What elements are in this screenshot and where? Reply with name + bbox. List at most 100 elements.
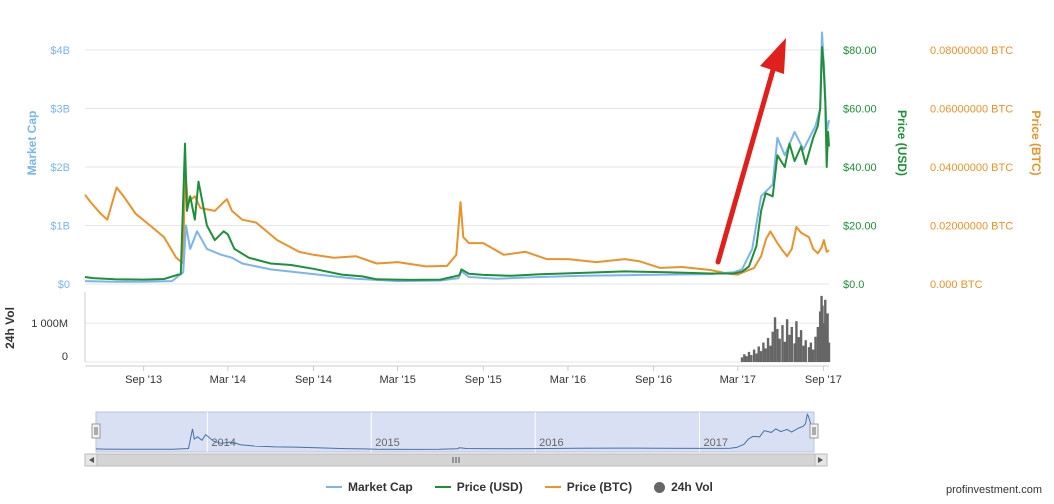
market-cap-line xyxy=(84,31,830,283)
volume-bar xyxy=(747,351,751,362)
volume-bar xyxy=(793,343,796,362)
legend-item-price-btc[interactable]: Price (BTC) xyxy=(544,480,633,494)
volume-bar xyxy=(781,325,784,362)
price-btc-tick-label: 0.08000000 BTC xyxy=(930,45,1013,57)
volume-bar xyxy=(759,351,763,362)
volume-bar xyxy=(776,328,779,362)
legend-item-price-usd[interactable]: Price (USD) xyxy=(434,480,523,494)
volume-bar xyxy=(745,356,748,362)
price-usd-tick-label: $20.00 xyxy=(843,221,877,233)
volume-bar xyxy=(797,337,800,362)
volume-axis-title: 24h Vol xyxy=(3,307,17,349)
volume-bar xyxy=(799,330,803,362)
x-tick-label: Sep '17 xyxy=(805,374,842,386)
market-cap-tick-label: $2B xyxy=(50,162,70,174)
legend-item-market-cap[interactable]: Market Cap xyxy=(326,480,413,494)
volume-bar xyxy=(743,354,746,362)
volume-bar xyxy=(795,321,798,362)
navigator-handle-right[interactable] xyxy=(809,423,819,439)
x-tick-label: Sep '14 xyxy=(295,374,332,386)
volume-bar xyxy=(804,340,807,362)
volume-bar xyxy=(824,299,827,362)
volume-bar xyxy=(783,341,786,362)
axis-layer: $0 $1B $2B $3B $4B $0.0 $20.00 $40.00 $60.00 $80.… xyxy=(3,45,1043,386)
price-usd-tick-label: $80.00 xyxy=(843,45,877,57)
legend-label-market-cap: Market Cap xyxy=(348,480,413,494)
volume-bar xyxy=(762,342,765,362)
legend-swatch-price-usd xyxy=(434,486,451,488)
legend-label-volume: 24h Vol xyxy=(671,480,713,494)
volume-bar xyxy=(807,347,811,362)
x-tick-label: Sep '15 xyxy=(465,374,502,386)
volume-bar xyxy=(740,357,744,362)
legend-item-volume[interactable]: 24h Vol xyxy=(654,480,713,494)
navigator-selection[interactable] xyxy=(95,411,815,453)
volume-bar xyxy=(821,305,824,362)
price-btc-tick-label: 0.000 BTC xyxy=(930,279,983,291)
navigator-year-label: 2015 xyxy=(375,437,399,449)
price-usd-axis-title: Price (USD) xyxy=(895,110,909,176)
volume-bar xyxy=(826,313,829,362)
watermark-text: profinvestment.com xyxy=(946,484,1042,496)
price-btc-tick-label: 0.06000000 BTC xyxy=(930,104,1013,116)
price-btc-tick-label: 0.02000000 BTC xyxy=(930,221,1013,233)
market-cap-tick-label: $3B xyxy=(50,104,70,116)
volume-bar xyxy=(771,331,774,362)
legend-label-price-usd: Price (USD) xyxy=(456,480,523,494)
price-usd-tick-label: $40.00 xyxy=(843,162,877,174)
volume-tick-label: 1 000M xyxy=(31,318,68,330)
x-tick-label: Sep '13 xyxy=(125,374,162,386)
volume-bar xyxy=(785,319,789,362)
navigator-year-label: 2016 xyxy=(539,437,563,449)
volume-bar xyxy=(809,342,813,362)
chart-legend: Market Cap Price (USD) Price (BTC) 24h V… xyxy=(326,480,713,494)
price-btc-line xyxy=(84,166,830,276)
market-cap-tick-label: $0 xyxy=(58,279,70,291)
chart-grid xyxy=(85,49,829,285)
x-tick-label: Sep '16 xyxy=(635,374,672,386)
volume-bar xyxy=(757,346,760,362)
legend-swatch-market-cap xyxy=(326,486,342,488)
volume-bar xyxy=(788,334,791,362)
volume-bar xyxy=(822,323,826,362)
x-tick-label: Mar '17 xyxy=(720,374,756,386)
volume-bar xyxy=(778,338,781,362)
volume-bar xyxy=(755,353,758,362)
volume-bar xyxy=(827,342,831,362)
volume-tick-label: 0 xyxy=(62,351,68,363)
scroll-right-arrow-icon xyxy=(818,457,823,463)
volume-bar xyxy=(816,327,820,362)
price-usd-tick-label: $60.00 xyxy=(843,104,877,116)
price-usd-line xyxy=(84,46,830,281)
market-cap-tick-label: $1B xyxy=(50,221,70,233)
volume-bar xyxy=(769,345,772,362)
price-btc-tick-label: 0.04000000 BTC xyxy=(930,162,1013,174)
annotation-layer xyxy=(715,38,786,265)
volume-bar xyxy=(802,345,805,362)
volume-bar xyxy=(750,355,753,362)
volume-bar xyxy=(766,337,770,362)
volume-bar xyxy=(764,348,767,362)
navigator-panel: 2014 2015 2016 2017 xyxy=(84,411,828,467)
x-tick-label: Mar '16 xyxy=(550,374,586,386)
x-tick-label: Mar '15 xyxy=(380,374,416,386)
price-usd-tick-label: $0.0 xyxy=(843,279,864,291)
legend-swatch-volume xyxy=(654,481,666,493)
price-btc-axis-title: Price (BTC) xyxy=(1029,110,1043,175)
volume-panel xyxy=(84,292,831,363)
volume-bar xyxy=(790,327,793,362)
volume-bar xyxy=(811,349,815,362)
volume-bar xyxy=(818,311,822,362)
market-cap-tick-label: $4B xyxy=(50,45,70,57)
trend-arrow-shaft xyxy=(715,67,776,265)
navigator-handle-left[interactable] xyxy=(91,423,101,439)
series-layer xyxy=(84,31,830,283)
volume-bar xyxy=(773,317,777,362)
navigator-year-label: 2017 xyxy=(703,437,727,449)
navigator-series-line xyxy=(95,413,815,450)
volume-bar xyxy=(752,349,756,362)
x-tick-label: Mar '14 xyxy=(210,374,246,386)
legend-label-price-btc: Price (BTC) xyxy=(566,480,633,494)
market-cap-axis-title: Market Cap xyxy=(25,111,39,176)
